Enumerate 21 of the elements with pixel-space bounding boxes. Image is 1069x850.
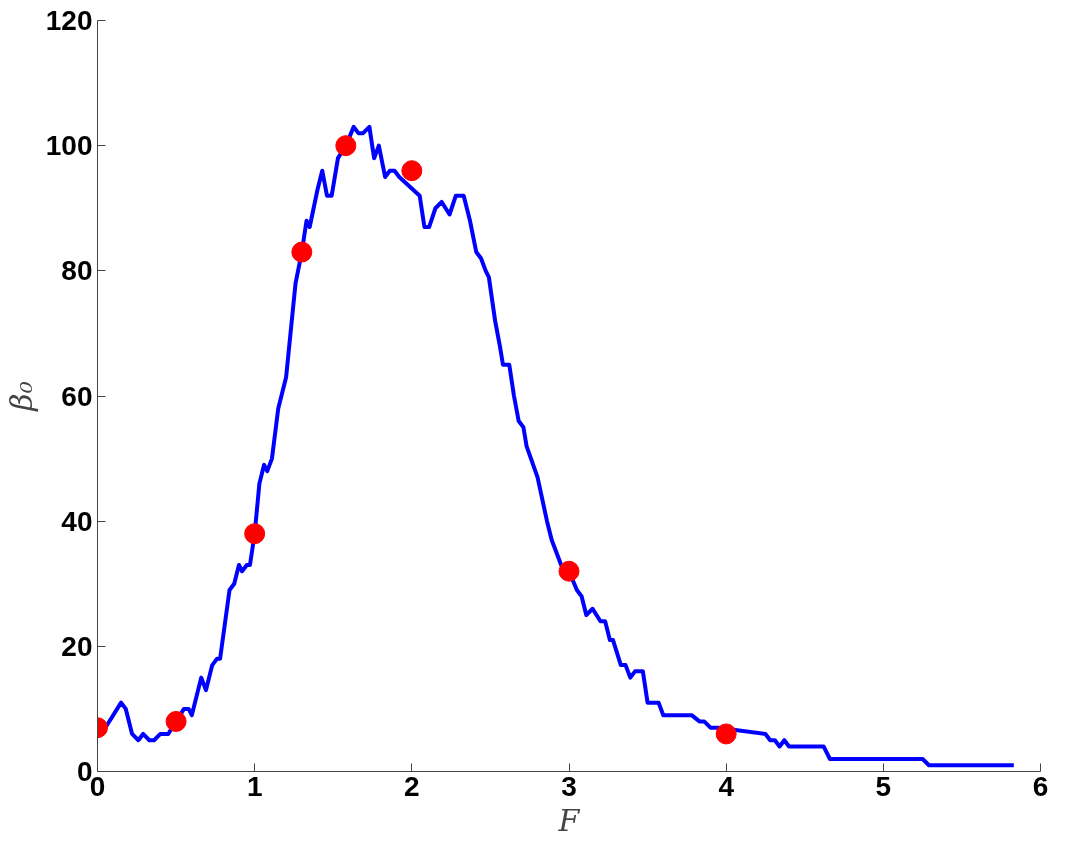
point [715, 723, 737, 745]
x-tick-label: 2 [404, 770, 420, 802]
x-tick-label: 1 [246, 770, 263, 802]
y-tick-label: 120 [45, 5, 93, 36]
y-axis-title: β₀ [3, 381, 39, 412]
x-tick-label: 4 [718, 770, 735, 802]
x-tick-label: 3 [561, 770, 577, 802]
point [558, 560, 580, 582]
y-tick-label: 100 [45, 130, 93, 162]
point [291, 241, 313, 263]
y-tick-label: 60 [61, 380, 93, 412]
x-tick-label: 5 [875, 770, 892, 802]
x-tick-label: 6 [1032, 770, 1049, 802]
y-tick-label: 80 [61, 255, 93, 287]
y-tick-label: 20 [61, 630, 93, 662]
x-axis-title: F [557, 802, 581, 838]
y-tick-label: 40 [61, 505, 93, 537]
point [165, 710, 187, 732]
point [335, 135, 357, 157]
point [244, 523, 266, 545]
point [401, 160, 423, 182]
